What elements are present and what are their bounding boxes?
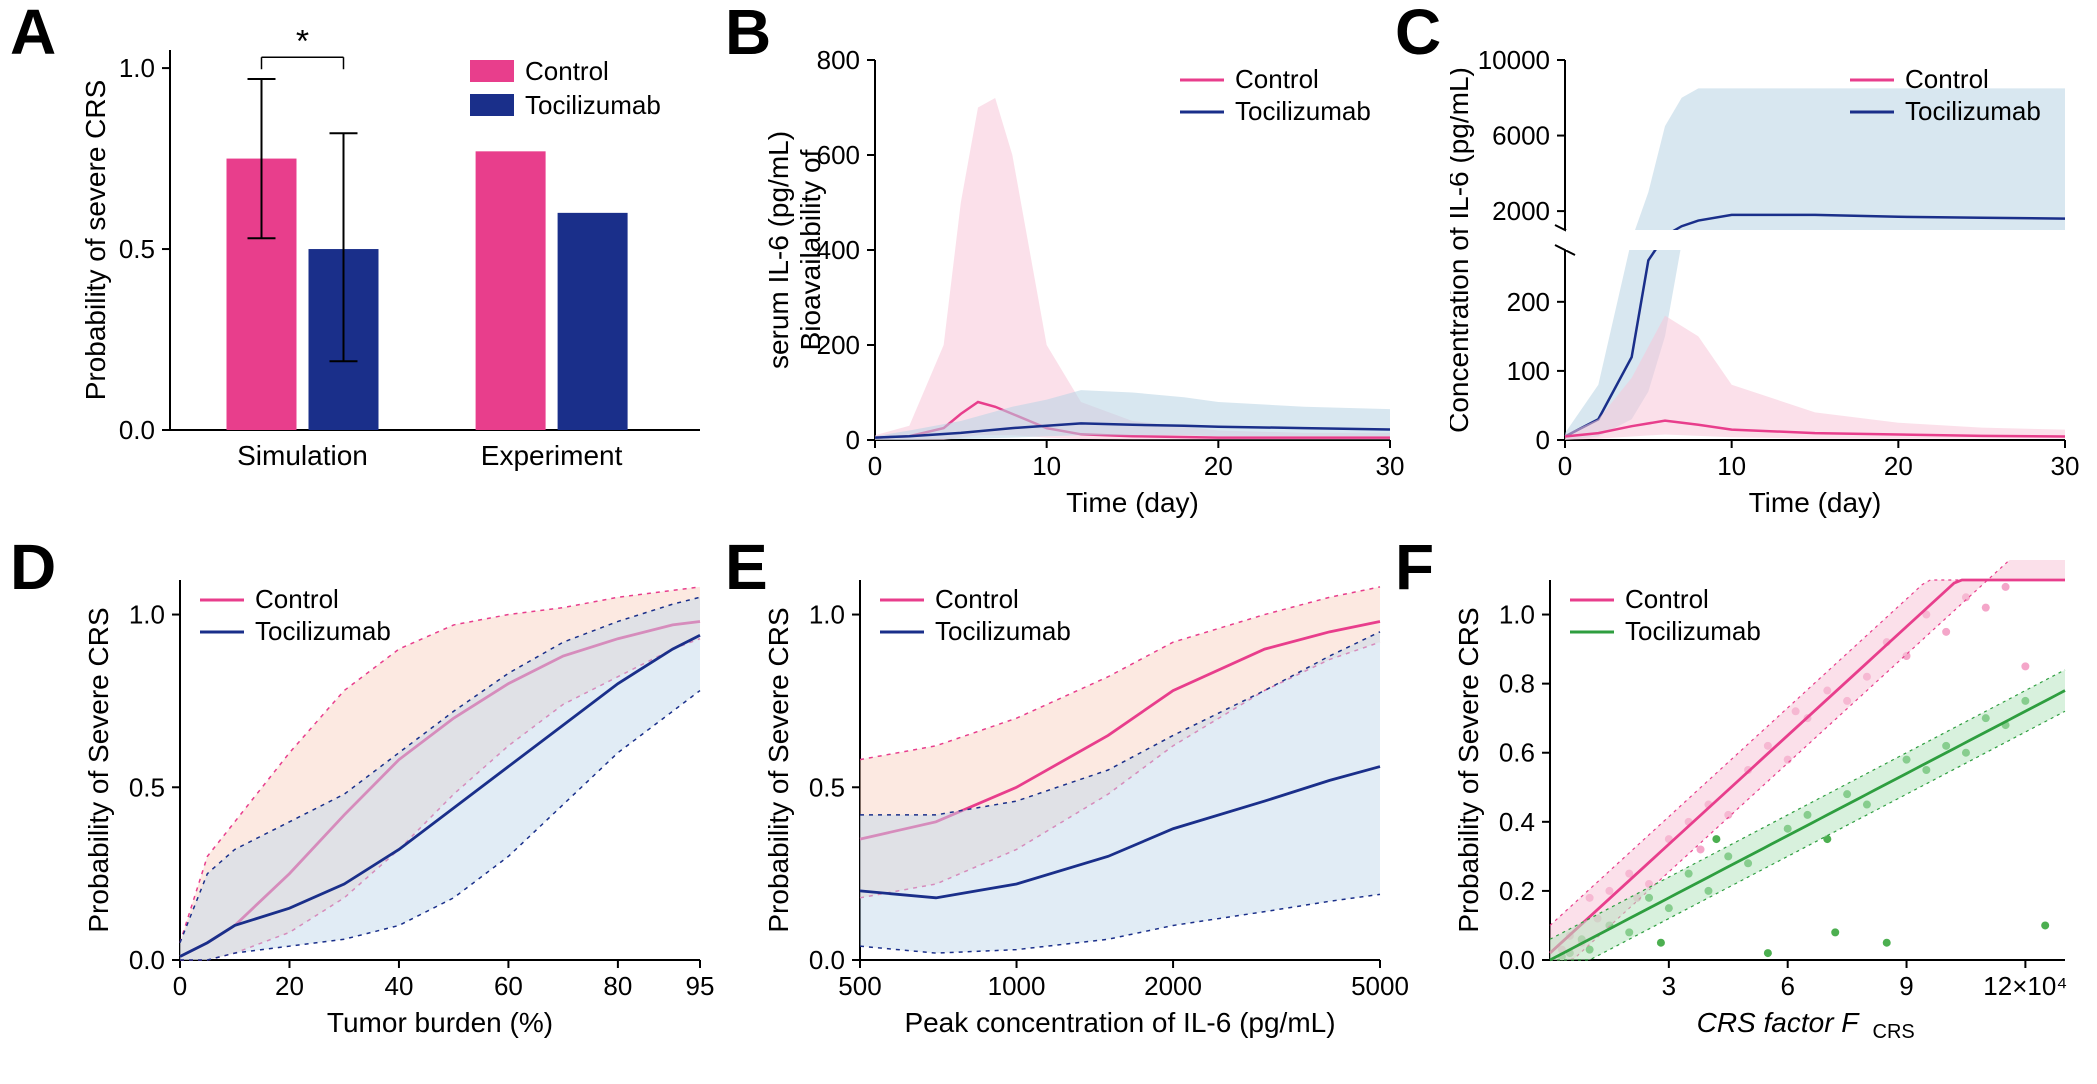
svg-text:Tocilizumab: Tocilizumab [1235, 96, 1371, 126]
svg-text:30: 30 [1376, 451, 1405, 481]
svg-text:30: 30 [2051, 451, 2080, 481]
svg-text:100: 100 [1507, 356, 1550, 386]
svg-text:Concentration of IL-6 (pg/mL): Concentration of IL-6 (pg/mL) [1450, 67, 1474, 433]
svg-text:Tocilizumab: Tocilizumab [1625, 616, 1761, 646]
svg-text:Time (day): Time (day) [1066, 487, 1199, 518]
svg-text:serum IL-6 (pg/mL): serum IL-6 (pg/mL) [763, 131, 794, 369]
svg-text:0: 0 [1558, 451, 1572, 481]
svg-text:10000: 10000 [1478, 45, 1550, 75]
svg-text:Experiment: Experiment [481, 440, 623, 471]
svg-text:Control: Control [1625, 584, 1709, 614]
svg-text:10: 10 [1032, 451, 1061, 481]
svg-text:Tumor burden (%): Tumor burden (%) [327, 1007, 553, 1038]
svg-text:60: 60 [494, 971, 523, 1001]
svg-text:*: * [296, 30, 309, 60]
svg-text:1.0: 1.0 [1499, 600, 1535, 630]
label-d: D [10, 530, 56, 604]
svg-text:0.4: 0.4 [1499, 807, 1535, 837]
svg-text:0: 0 [173, 971, 187, 1001]
svg-text:Control: Control [525, 56, 609, 86]
svg-text:6: 6 [1780, 971, 1794, 1001]
svg-text:Control: Control [935, 584, 1019, 614]
svg-text:0.0: 0.0 [129, 945, 165, 975]
svg-text:Bioavailability of: Bioavailability of [795, 149, 826, 350]
svg-text:1.0: 1.0 [119, 53, 155, 83]
svg-text:500: 500 [838, 971, 881, 1001]
svg-text:0.5: 0.5 [119, 234, 155, 264]
svg-text:95: 95 [686, 971, 715, 1001]
panel-f: 3 6 9 12×10⁴ 0.0 0.2 0.4 0.6 0.8 1.0 CRS factor F C… [1450, 560, 2090, 1050]
panel-b: 01020300200400600800Time (day)Bioavailab… [760, 40, 1420, 530]
svg-text:Probability of Severe CRS: Probability of Severe CRS [763, 607, 794, 932]
svg-text:Peak concentration of IL-6 (pg: Peak concentration of IL-6 (pg/mL) [904, 1007, 1335, 1038]
svg-text:2000: 2000 [1492, 196, 1550, 226]
svg-text:0: 0 [1536, 425, 1550, 455]
svg-text:0: 0 [846, 425, 860, 455]
svg-text:Control: Control [1235, 64, 1319, 94]
svg-text:1000: 1000 [988, 971, 1046, 1001]
svg-text:Tocilizumab: Tocilizumab [935, 616, 1071, 646]
svg-text:CRS: CRS [1873, 1021, 1915, 1043]
svg-text:800: 800 [817, 45, 860, 75]
svg-text:0.0: 0.0 [809, 945, 845, 975]
svg-text:0.5: 0.5 [129, 772, 165, 802]
svg-text:Tocilizumab: Tocilizumab [1905, 96, 2041, 126]
svg-text:5000: 5000 [1351, 971, 1409, 1001]
svg-text:200: 200 [1507, 287, 1550, 317]
panel-c: 0 10 20 30 0 100 200 2000 6000 10000 Time (day) Con… [1450, 40, 2090, 530]
svg-text:Tocilizumab: Tocilizumab [255, 616, 391, 646]
svg-text:0.0: 0.0 [1499, 945, 1535, 975]
figure: A B C D E F 0.00.51.0*SimulationExperime… [0, 0, 2097, 1084]
svg-text:1.0: 1.0 [809, 600, 845, 630]
svg-text:80: 80 [603, 971, 632, 1001]
svg-text:Control: Control [255, 584, 339, 614]
svg-text:1.0: 1.0 [129, 600, 165, 630]
svg-text:0.2: 0.2 [1499, 876, 1535, 906]
svg-text:0.8: 0.8 [1499, 669, 1535, 699]
label-a: A [10, 0, 56, 69]
svg-text:CRS factor F: CRS factor F [1697, 1007, 1861, 1038]
svg-text:Probability of Severe CRS: Probability of Severe CRS [83, 607, 114, 932]
svg-text:Probability of Severe CRS: Probability of Severe CRS [1453, 607, 1484, 932]
panel-d: 0 20 40 60 80 95 0.0 0.5 1.0 Tumor burden (%) Prob… [80, 560, 720, 1050]
svg-text:Time (day): Time (day) [1749, 487, 1882, 518]
svg-text:20: 20 [275, 971, 304, 1001]
svg-text:6000: 6000 [1492, 121, 1550, 151]
panel-e: 500 1000 2000 5000 0.0 0.5 1.0 Peak concentrati… [760, 560, 1420, 1050]
svg-text:2000: 2000 [1144, 971, 1202, 1001]
svg-text:3: 3 [1662, 971, 1676, 1001]
svg-text:12×10⁴: 12×10⁴ [1983, 971, 2067, 1001]
panel-a: 0.0 0.5 1.0 * Simulation Experiment Probabilit… [80, 30, 720, 510]
svg-text:9: 9 [1899, 971, 1913, 1001]
svg-text:Control: Control [1905, 64, 1989, 94]
svg-text:Probability of severe CRS: Probability of severe CRS [80, 80, 111, 401]
svg-text:Tocilizumab: Tocilizumab [525, 90, 661, 120]
svg-text:20: 20 [1884, 451, 1913, 481]
svg-text:20: 20 [1204, 451, 1233, 481]
svg-text:0.5: 0.5 [809, 772, 845, 802]
svg-text:0.0: 0.0 [119, 415, 155, 445]
svg-text:0.6: 0.6 [1499, 738, 1535, 768]
svg-text:40: 40 [384, 971, 413, 1001]
svg-text:Simulation: Simulation [237, 440, 368, 471]
svg-text:0: 0 [868, 451, 882, 481]
svg-text:10: 10 [1717, 451, 1746, 481]
